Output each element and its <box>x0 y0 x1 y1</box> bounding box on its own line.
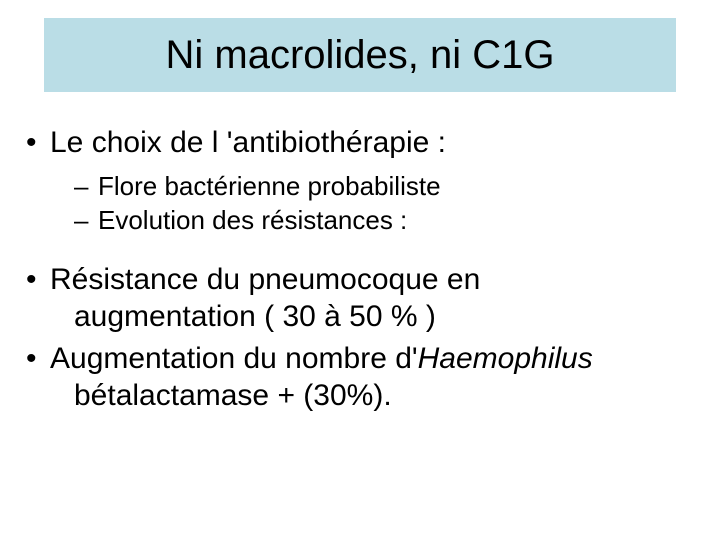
bullet-dot-icon: • <box>26 340 50 378</box>
bullet-1-sub-1-text: Flore bactérienne probabiliste <box>98 171 441 201</box>
bullet-1-text: Le choix de l 'antibiothérapie : <box>50 126 446 159</box>
bullet-3-cont: bétalactamase + (30%). <box>26 377 694 415</box>
bullet-dot-icon: • <box>26 124 50 162</box>
spacer <box>26 239 694 261</box>
bullet-1-sub-2: –Evolution des résistances : <box>26 204 694 237</box>
bullet-dot-icon: • <box>26 261 50 299</box>
bullet-2-line2: augmentation ( 30 à 50 % ) <box>74 300 436 333</box>
bullet-2-cont: augmentation ( 30 à 50 % ) <box>26 298 694 336</box>
dash-icon: – <box>74 170 98 203</box>
bullet-1-sub-1: –Flore bactérienne probabiliste <box>26 170 694 203</box>
bullet-1: •Le choix de l 'antibiothérapie : <box>26 124 694 162</box>
bullet-3: •Augmentation du nombre d'Haemophilus <box>26 340 694 378</box>
bullet-3-pre: Augmentation du nombre d' <box>50 342 418 375</box>
bullet-2: •Résistance du pneumocoque en <box>26 261 694 299</box>
title-box: Ni macrolides, ni C1G <box>44 18 676 92</box>
bullet-2-line1: Résistance du pneumocoque en <box>50 263 480 296</box>
slide: Ni macrolides, ni C1G •Le choix de l 'an… <box>0 0 720 540</box>
slide-title: Ni macrolides, ni C1G <box>165 33 554 78</box>
bullet-3-line2: bétalactamase + (30%). <box>74 379 392 412</box>
bullet-1-sub-2-text: Evolution des résistances : <box>98 205 407 235</box>
bullet-3-italic: Haemophilus <box>418 342 593 375</box>
dash-icon: – <box>74 204 98 237</box>
slide-body: •Le choix de l 'antibiothérapie : –Flore… <box>26 124 694 423</box>
